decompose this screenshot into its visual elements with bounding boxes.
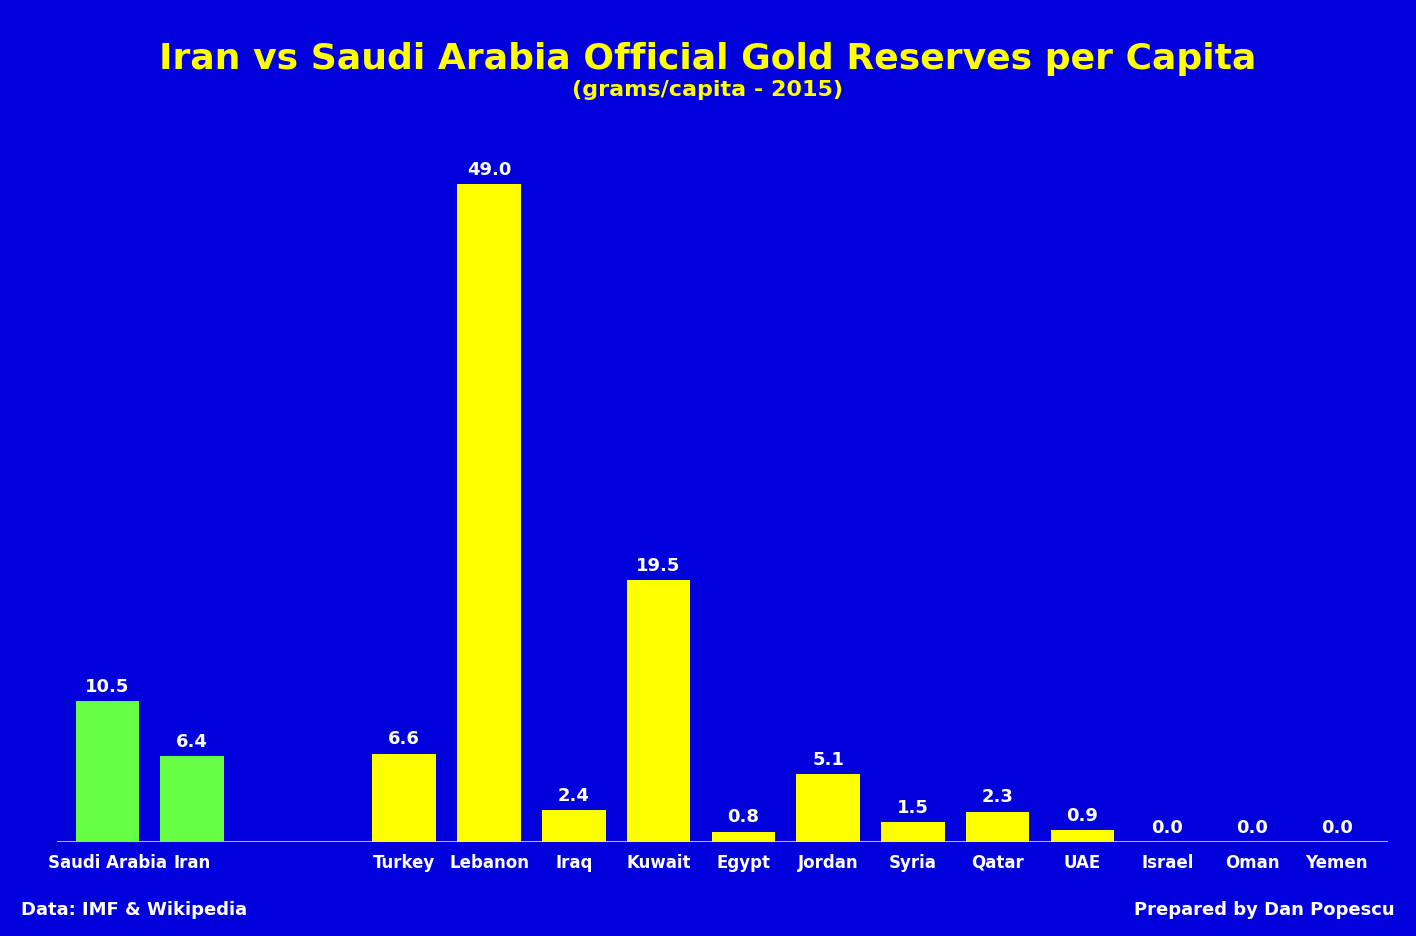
Text: 10.5: 10.5	[85, 678, 130, 696]
Text: 2.4: 2.4	[558, 787, 589, 805]
Bar	[627, 580, 691, 842]
Text: 19.5: 19.5	[636, 557, 681, 575]
Text: Data: IMF & Wikipedia: Data: IMF & Wikipedia	[21, 901, 248, 919]
Bar	[796, 774, 860, 842]
Text: 6.6: 6.6	[388, 730, 421, 749]
Text: 0.8: 0.8	[728, 809, 759, 826]
Text: 2.3: 2.3	[981, 788, 1014, 806]
Text: 0.0: 0.0	[1151, 819, 1184, 837]
Bar	[457, 184, 521, 842]
Bar	[542, 811, 606, 842]
Bar	[1051, 830, 1114, 842]
Bar	[881, 822, 944, 842]
Text: 49.0: 49.0	[467, 161, 511, 179]
Text: 6.4: 6.4	[177, 733, 208, 751]
Text: 0.9: 0.9	[1066, 807, 1099, 825]
Bar	[966, 812, 1029, 842]
Text: Prepared by Dan Popescu: Prepared by Dan Popescu	[1134, 901, 1395, 919]
Bar	[160, 756, 224, 842]
Text: (grams/capita - 2015): (grams/capita - 2015)	[572, 80, 844, 99]
Text: 0.0: 0.0	[1321, 819, 1352, 837]
Text: 5.1: 5.1	[813, 751, 844, 768]
Bar	[75, 701, 139, 842]
Bar	[712, 832, 775, 842]
Text: 1.5: 1.5	[896, 799, 929, 817]
Text: 0.0: 0.0	[1236, 819, 1267, 837]
Bar	[372, 753, 436, 842]
Text: Iran vs Saudi Arabia Official Gold Reserves per Capita: Iran vs Saudi Arabia Official Gold Reser…	[160, 42, 1256, 76]
